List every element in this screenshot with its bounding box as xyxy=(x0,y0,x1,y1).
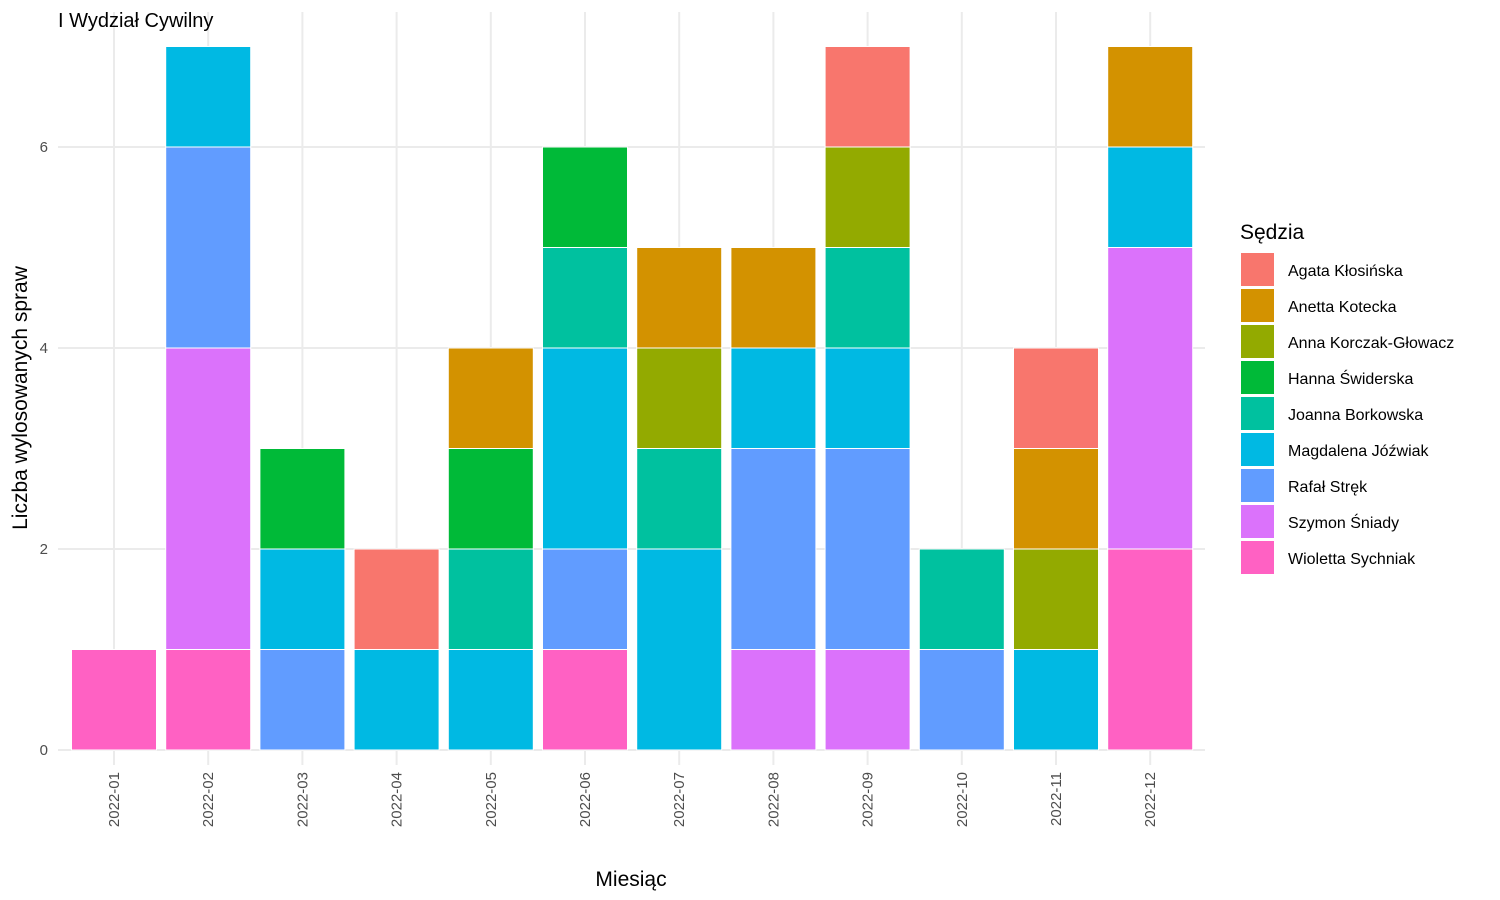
y-tick-labels: 0 2 4 6 xyxy=(40,139,48,759)
bar-segment xyxy=(353,649,440,751)
chart-title: I Wydział Cywilny xyxy=(58,10,213,32)
bar-segment xyxy=(636,247,723,349)
bar-segment xyxy=(918,548,1005,650)
bar-segment xyxy=(824,146,911,248)
legend-key xyxy=(1241,433,1274,466)
bar-segment xyxy=(259,649,346,751)
bar-segment xyxy=(730,448,817,650)
bar-segment xyxy=(447,649,534,751)
bar-segment xyxy=(824,649,911,751)
legend-key xyxy=(1241,397,1274,430)
legend-key xyxy=(1241,289,1274,322)
bar-segment xyxy=(542,347,628,550)
y-tick-label: 2 xyxy=(40,541,48,558)
x-tick-label: 2022-06 xyxy=(577,772,594,827)
bar-segment xyxy=(542,649,628,751)
bar-segment xyxy=(824,448,911,650)
bar-segment xyxy=(1013,548,1099,650)
bar-segment xyxy=(542,548,628,650)
bar-segment xyxy=(165,46,252,148)
bar-segment xyxy=(542,247,628,349)
bar-segment xyxy=(730,347,817,449)
legend-label: Hanna Świderska xyxy=(1288,369,1414,388)
x-axis-title: Miesiąc xyxy=(595,868,666,891)
x-tick-label: 2022-10 xyxy=(954,772,971,827)
legend: Sędzia Agata Kłosińska Anetta Kotecka Anna… xyxy=(1240,221,1454,574)
legend-key xyxy=(1241,541,1274,574)
x-tick-label: 2022-11 xyxy=(1048,772,1065,826)
x-tick-label: 2022-08 xyxy=(765,772,782,827)
y-axis-title: Liczba wylosowanych spraw xyxy=(9,265,32,530)
x-tick-label: 2022-04 xyxy=(389,772,406,827)
bar-segment xyxy=(1107,46,1194,148)
legend-label: Anetta Kotecka xyxy=(1288,299,1397,316)
y-tick-label: 6 xyxy=(40,139,48,156)
x-tick-label: 2022-12 xyxy=(1142,772,1159,827)
x-tick-label: 2022-09 xyxy=(860,772,877,827)
legend-label: Rafał Stręk xyxy=(1288,479,1368,496)
legend-label: Agata Kłosińska xyxy=(1288,263,1403,280)
x-tick-labels: 2022-01 2022-02 2022-03 2022-04 2022-05 2022-… xyxy=(106,772,1159,827)
legend-label: Anna Korczak-Głowacz xyxy=(1288,335,1454,352)
bar-segment xyxy=(1013,649,1099,751)
bar-segment xyxy=(730,649,817,751)
legend-key xyxy=(1241,469,1274,502)
bar-segment xyxy=(730,247,817,349)
legend-key xyxy=(1241,253,1274,286)
bar-segment xyxy=(165,649,252,751)
bar-segment xyxy=(259,548,346,650)
legend-label: Magdalena Jóźwiak xyxy=(1288,443,1430,460)
bar-segment xyxy=(824,247,911,349)
legend-label: Szymon Śniady xyxy=(1288,513,1399,532)
bar-segment xyxy=(447,448,534,550)
x-tick-label: 2022-03 xyxy=(294,772,311,827)
bar-segment xyxy=(1107,247,1194,550)
bar-segment xyxy=(353,548,440,650)
x-tick-label: 2022-07 xyxy=(671,772,688,827)
legend-label: Wioletta Sychniak xyxy=(1288,551,1416,568)
bar-segment xyxy=(447,548,534,650)
x-tick-label: 2022-05 xyxy=(483,772,500,827)
y-tick-label: 4 xyxy=(40,340,48,357)
bar-segment xyxy=(1107,146,1194,248)
legend-title: Sędzia xyxy=(1240,221,1305,244)
bar-segment xyxy=(1013,448,1099,550)
bar-segment xyxy=(636,548,723,751)
x-tick-label: 2022-01 xyxy=(106,772,123,827)
bar-segment xyxy=(165,146,252,349)
bars xyxy=(71,46,1194,751)
bar-segment xyxy=(824,347,911,449)
legend-key xyxy=(1241,505,1274,538)
bar-segment xyxy=(259,448,346,550)
bar-segment xyxy=(71,649,157,751)
bar-segment xyxy=(165,347,252,650)
bar-segment xyxy=(1107,548,1194,751)
bar-segment xyxy=(447,347,534,449)
bar-segment xyxy=(918,649,1005,751)
bar-segment xyxy=(824,46,911,148)
bar-segment xyxy=(636,448,723,550)
bar-segment xyxy=(636,347,723,449)
bar-segment xyxy=(542,146,628,248)
legend-key xyxy=(1241,325,1274,358)
bar-segment xyxy=(1013,347,1099,449)
x-tick-label: 2022-02 xyxy=(200,772,217,827)
legend-key xyxy=(1241,361,1274,394)
legend-label: Joanna Borkowska xyxy=(1288,407,1423,424)
y-tick-label: 0 xyxy=(40,742,48,759)
